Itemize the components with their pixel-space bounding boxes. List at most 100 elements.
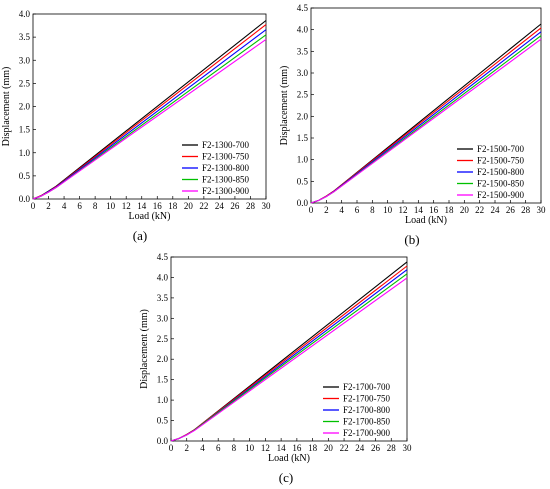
x-tick-label: 28 (521, 205, 531, 215)
x-tick-label: 18 (168, 201, 178, 211)
y-tick-label: 1.5 (19, 125, 31, 135)
x-tick-label: 10 (245, 443, 255, 453)
x-tick-label: 2 (46, 201, 51, 211)
legend-entry: F2-1700-800 (343, 405, 390, 415)
x-tick-label: 18 (308, 443, 318, 453)
y-tick-label: 2.5 (297, 90, 309, 100)
y-tick-label: 1.5 (157, 375, 169, 385)
chart-panel-3: 0 2 4 6 8 10 12 14 16 18 20 22 24 26 28 300.00.51.01.52… (139, 252, 412, 485)
x-tick-label: 30 (403, 443, 413, 453)
y-axis-label: Displacement (mm) (279, 66, 290, 146)
y-tick-label: 4.0 (157, 272, 169, 282)
x-tick-label: 6 (216, 443, 221, 453)
legend-entry: F2-1500-900 (477, 190, 524, 200)
x-tick-label: 24 (491, 205, 501, 215)
x-tick-label: 8 (370, 205, 375, 215)
x-tick-label: 6 (355, 205, 360, 215)
x-tick-label: 26 (230, 201, 240, 211)
x-tick-label: 20 (460, 205, 470, 215)
x-tick-label: 0 (31, 201, 36, 211)
x-tick-label: 22 (199, 201, 208, 211)
legend-entry: F2-1500-850 (477, 179, 524, 189)
legend-entry: F2-1500-750 (477, 156, 524, 166)
x-tick-label: 30 (262, 201, 272, 211)
y-tick-label: 4.0 (297, 25, 309, 35)
x-axis-label: Load (kN) (405, 215, 447, 226)
y-tick-label: 3.5 (19, 32, 31, 42)
x-tick-label: 16 (153, 201, 163, 211)
series-line-f2-1500-900 (310, 38, 542, 204)
y-tick-label: 1.5 (297, 133, 309, 143)
y-tick-label: 3.0 (297, 68, 309, 78)
x-tick-label: 20 (184, 201, 194, 211)
y-tick-label: 0.5 (19, 171, 31, 181)
y-axis-label: Displacement (mm) (1, 67, 12, 147)
legend-entry: F2-1300-750 (202, 152, 249, 162)
x-tick-label: 26 (371, 443, 381, 453)
legend-entry: F2-1700-900 (343, 428, 390, 438)
y-tick-label: 1.0 (297, 155, 309, 165)
y-tick-label: 0.0 (19, 194, 31, 204)
panel-label: (a) (133, 228, 147, 243)
x-tick-label: 4 (339, 205, 344, 215)
y-tick-label: 0.0 (297, 198, 309, 208)
y-tick-label: 4.5 (157, 252, 169, 262)
x-tick-label: 14 (277, 443, 287, 453)
plot-frame (170, 256, 408, 442)
x-tick-label: 22 (340, 443, 349, 453)
x-tick-label: 24 (355, 443, 365, 453)
x-tick-label: 30 (537, 205, 547, 215)
x-tick-label: 0 (169, 443, 174, 453)
x-tick-label: 4 (200, 443, 205, 453)
x-tick-label: 20 (324, 443, 334, 453)
plot-frame (310, 7, 542, 204)
series-line-f2-1300-900 (32, 38, 267, 200)
x-tick-label: 26 (506, 205, 516, 215)
legend-entry: F2-1500-700 (477, 144, 524, 154)
x-tick-label: 10 (106, 201, 116, 211)
y-tick-label: 4.0 (19, 9, 31, 19)
legend-entry: F2-1300-800 (202, 163, 249, 173)
y-tick-label: 0.5 (157, 416, 169, 426)
y-tick-label: 0.0 (157, 436, 169, 446)
x-tick-label: 14 (414, 205, 424, 215)
x-tick-label: 24 (215, 201, 225, 211)
panel-label: (c) (279, 470, 293, 485)
x-tick-label: 12 (122, 201, 131, 211)
x-tick-label: 0 (309, 205, 314, 215)
y-tick-label: 3.0 (19, 55, 31, 65)
x-tick-label: 28 (246, 201, 256, 211)
x-tick-label: 2 (184, 443, 189, 453)
x-tick-label: 8 (93, 201, 98, 211)
y-axis-label: Displacement (mm) (139, 309, 150, 389)
x-tick-label: 6 (77, 201, 82, 211)
x-tick-label: 12 (399, 205, 408, 215)
y-tick-label: 2.0 (157, 354, 169, 364)
y-tick-label: 2.0 (297, 111, 309, 121)
x-axis-label: Load (kN) (268, 453, 310, 464)
x-tick-label: 4 (62, 201, 67, 211)
x-tick-label: 12 (261, 443, 270, 453)
y-tick-label: 4.5 (297, 3, 309, 13)
y-tick-label: 0.5 (297, 176, 309, 186)
y-tick-label: 1.0 (19, 148, 31, 158)
x-tick-label: 28 (387, 443, 397, 453)
y-tick-label: 3.5 (297, 46, 309, 56)
panel-label: (b) (404, 232, 419, 247)
y-tick-label: 3.5 (157, 293, 169, 303)
legend-entry: F2-1700-750 (343, 394, 390, 404)
legend-entry: F2-1300-850 (202, 175, 249, 185)
x-axis-label: Load (kN) (129, 211, 171, 222)
legend-entry: F2-1300-700 (202, 140, 249, 150)
x-tick-label: 14 (137, 201, 147, 211)
x-tick-label: 22 (475, 205, 484, 215)
legend-entry: F2-1700-700 (343, 382, 390, 392)
y-tick-label: 2.5 (19, 78, 31, 88)
series-line-f2-1700-900 (170, 277, 408, 442)
y-tick-label: 1.0 (157, 395, 169, 405)
y-tick-label: 2.5 (157, 334, 169, 344)
chart-panel-2: 0 2 4 6 8 10 12 14 16 18 20 22 24 26 28 300.00.51.01.52… (279, 3, 546, 247)
legend-entry: F2-1500-800 (477, 167, 524, 177)
x-tick-label: 18 (445, 205, 455, 215)
